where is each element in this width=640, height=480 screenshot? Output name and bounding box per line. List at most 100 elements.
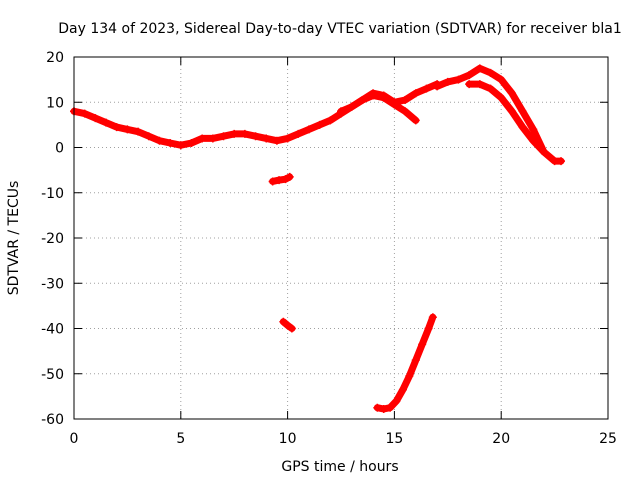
data-point — [337, 107, 345, 116]
data-point — [262, 134, 271, 143]
x-tick-label: 5 — [176, 431, 185, 447]
data-point — [373, 403, 382, 412]
data-point — [405, 372, 414, 381]
data-point — [486, 68, 495, 77]
chart-title: Day 134 of 2023, Sidereal Day-to-day VTE… — [58, 21, 621, 37]
series-segment-7 — [268, 172, 294, 186]
data-point — [379, 405, 388, 414]
data-point — [529, 125, 538, 134]
tick-layer: 0 5 10 15 20 25 -60 -50 -40 -30 -20 -10 0 10 20 — [41, 50, 617, 447]
data-point — [272, 136, 281, 145]
x-tick-label: 20 — [492, 431, 510, 447]
data-point — [518, 123, 527, 132]
data-point — [294, 129, 303, 138]
data-point — [398, 385, 407, 394]
data-point — [465, 71, 474, 80]
data-point — [392, 396, 401, 405]
y-tick-label: -30 — [41, 276, 64, 292]
data-point — [475, 64, 484, 73]
series-band — [373, 313, 437, 413]
series-segment-39 — [279, 317, 296, 333]
data-point — [283, 134, 292, 143]
data-point — [418, 340, 427, 349]
data-point — [428, 313, 437, 322]
y-axis-label: SDTVAR / TECUs — [6, 181, 22, 296]
data-point — [358, 95, 367, 104]
x-axis-label: GPS time / hours — [281, 459, 398, 475]
data-point — [497, 93, 506, 102]
data-point — [390, 100, 399, 109]
data-point — [208, 134, 217, 143]
data-point — [275, 176, 284, 185]
x-tick-label: 25 — [599, 431, 617, 447]
data-point — [144, 132, 153, 141]
data-point — [401, 107, 410, 116]
data-point — [219, 132, 228, 141]
data-point — [454, 75, 463, 84]
data-point — [497, 75, 506, 84]
data-point — [80, 109, 89, 118]
data-point — [240, 129, 249, 138]
data-point — [443, 77, 452, 86]
data-point — [386, 403, 395, 412]
y-tick-label: -60 — [41, 412, 64, 428]
data-point — [287, 324, 296, 333]
data-point — [134, 127, 143, 136]
data-point — [518, 107, 527, 116]
data-point — [424, 324, 433, 333]
data-point — [155, 136, 164, 145]
x-tick-label: 10 — [279, 431, 297, 447]
data-point — [251, 132, 260, 141]
y-tick-label: 10 — [46, 95, 64, 111]
data-point — [283, 321, 292, 330]
data-point — [123, 125, 132, 134]
data-point — [529, 136, 538, 145]
data-point — [411, 89, 420, 98]
data-point — [507, 107, 516, 116]
data-point — [102, 118, 111, 127]
data-point — [507, 89, 516, 98]
series-main-band — [70, 80, 442, 150]
data-point — [422, 84, 431, 93]
data-point — [230, 129, 239, 138]
y-tick-label: 20 — [46, 50, 64, 66]
x-tick-label: 15 — [385, 431, 403, 447]
series-segment-57 — [373, 313, 437, 414]
data-point — [379, 93, 388, 102]
data-point — [112, 123, 121, 132]
data-point — [304, 125, 313, 134]
data-point — [347, 102, 356, 111]
y-tick-label: -40 — [41, 322, 64, 338]
data-point — [475, 80, 484, 89]
data-point — [187, 138, 196, 147]
data-point — [326, 116, 335, 125]
data-layer — [70, 64, 566, 414]
data-point — [281, 175, 290, 184]
data-point — [486, 84, 495, 93]
data-point — [285, 172, 294, 181]
data-point — [166, 138, 175, 147]
x-tick-label: 0 — [70, 431, 79, 447]
data-point — [411, 356, 420, 365]
data-point — [91, 114, 100, 123]
data-point — [198, 134, 207, 143]
data-point — [539, 148, 548, 157]
series-upper-branch — [337, 91, 420, 125]
data-point — [315, 120, 324, 129]
y-tick-label: -50 — [41, 367, 64, 383]
data-point — [268, 177, 277, 186]
data-point — [176, 141, 185, 150]
data-point — [465, 80, 474, 89]
data-point — [279, 317, 288, 326]
grid-layer — [74, 57, 608, 419]
y-tick-label: 0 — [55, 141, 64, 157]
series-late-band-2 — [465, 80, 548, 157]
data-point — [369, 91, 378, 100]
y-tick-label: -10 — [41, 186, 64, 202]
data-point — [557, 157, 566, 166]
data-point — [433, 82, 442, 91]
y-tick-label: -20 — [41, 231, 64, 247]
series-band — [337, 92, 420, 124]
data-point — [411, 116, 420, 125]
